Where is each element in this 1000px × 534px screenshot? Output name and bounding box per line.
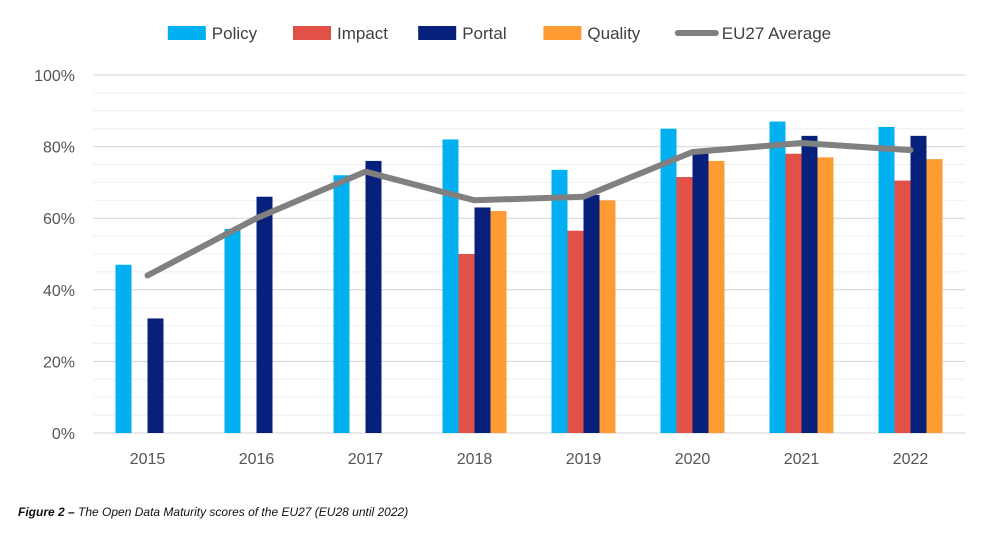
y-axis: 0% 20% 40% 60% 80% 100%	[34, 68, 75, 443]
bar-portal-2021	[801, 135, 818, 434]
bar-policy-2016	[224, 228, 241, 433]
bar-quality-2021	[817, 157, 834, 433]
y-tick-label: 40%	[43, 283, 75, 300]
bar-portal-2016	[256, 196, 273, 433]
bar-portal-2022	[910, 135, 927, 434]
bar-impact-2021	[785, 153, 802, 433]
x-tick-label: 2022	[893, 451, 929, 468]
bar-impact-2020	[676, 177, 693, 433]
legend-marker-policy	[167, 26, 206, 40]
bar-policy-2020	[660, 128, 677, 433]
bar-quality-2018	[490, 211, 507, 433]
bar-policy-2018	[442, 139, 459, 433]
bar-policy-2015	[115, 264, 132, 433]
bar-impact-2019	[567, 230, 584, 433]
bar-quality-2022	[926, 159, 943, 433]
bar-policy-2021	[769, 121, 786, 433]
x-tick-label: 2015	[130, 451, 166, 468]
legend: Policy Impact Portal Quality EU27 Average	[167, 24, 831, 43]
y-tick-label: 20%	[43, 354, 75, 371]
line-eu27-average	[144, 140, 914, 279]
bar-quality-2020	[708, 160, 725, 434]
legend-label-impact: Impact	[337, 24, 388, 43]
y-tick-label: 100%	[34, 68, 75, 85]
x-tick-label: 2019	[566, 451, 602, 468]
maturity-chart: 0%20%40%60%80%100% 2015 2016 2017 2018 2019 2…	[34, 24, 965, 468]
y-tick-label: 60%	[43, 211, 75, 228]
x-tick-label: 2016	[239, 451, 275, 468]
caption-text: The Open Data Maturity scores of the EU2…	[74, 505, 409, 519]
bar-portal-2017	[365, 160, 382, 434]
x-axis: 2015 2016 2017 2018 2019 2020 2021 2022	[130, 451, 929, 468]
legend-marker-impact	[293, 26, 331, 40]
x-tick-label: 2018	[457, 451, 493, 468]
legend-marker-quality	[543, 26, 582, 40]
bar-impact-2018	[458, 254, 475, 433]
bar-quality-2019	[599, 200, 616, 433]
bar-policy-2022	[878, 126, 895, 433]
x-tick-label: 2017	[348, 451, 384, 468]
legend-label-policy: Policy	[212, 24, 258, 43]
gridlines	[93, 74, 965, 434]
legend-label-quality: Quality	[587, 24, 640, 43]
bar-impact-2022	[894, 180, 911, 433]
line-series	[144, 140, 914, 279]
legend-label-eu27-average: EU27 Average	[722, 24, 831, 43]
x-tick-label: 2020	[675, 451, 711, 468]
bar-portal-2020	[692, 151, 709, 433]
caption-label: Figure 2 –	[18, 505, 75, 519]
bar-portal-2018	[474, 207, 491, 433]
bar-portal-2019	[583, 194, 600, 433]
bar-portal-2015	[147, 318, 164, 433]
legend-marker-portal	[418, 26, 457, 40]
figure-caption: Figure 2 – The Open Data Maturity scores…	[18, 505, 408, 519]
bar-policy-2017	[333, 175, 350, 434]
x-tick-label: 2021	[784, 451, 820, 468]
legend-label-portal: Portal	[462, 24, 506, 43]
bar-series	[115, 121, 943, 434]
y-tick-label: 80%	[43, 140, 75, 157]
y-tick-label: 0%	[52, 426, 75, 443]
bar-policy-2019	[551, 169, 568, 433]
